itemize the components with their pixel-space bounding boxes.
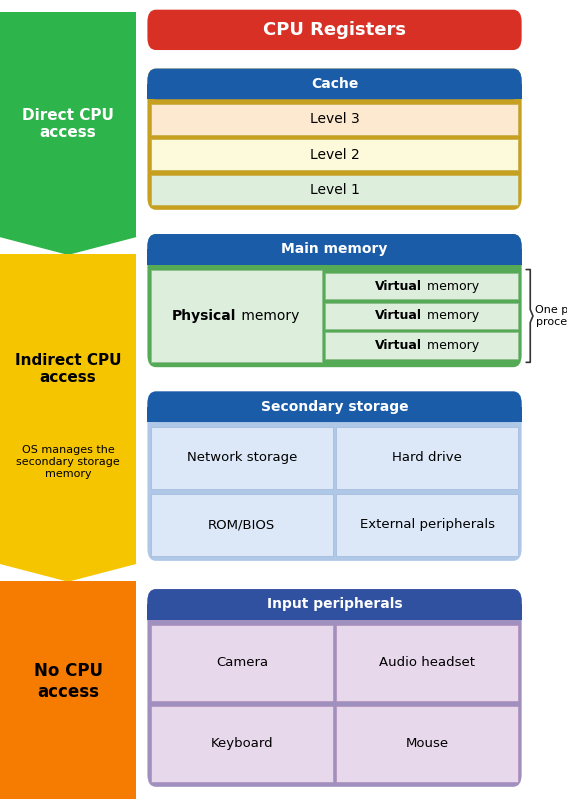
FancyBboxPatch shape <box>336 625 518 700</box>
FancyBboxPatch shape <box>336 705 518 782</box>
Text: External peripherals: External peripherals <box>359 518 495 532</box>
Text: Virtual: Virtual <box>375 309 422 323</box>
FancyBboxPatch shape <box>147 69 522 210</box>
Text: Camera: Camera <box>216 656 268 669</box>
FancyBboxPatch shape <box>0 581 136 799</box>
FancyBboxPatch shape <box>325 273 518 299</box>
FancyBboxPatch shape <box>147 589 522 787</box>
Text: Level 3: Level 3 <box>310 112 359 127</box>
FancyBboxPatch shape <box>151 104 518 135</box>
FancyBboxPatch shape <box>151 427 333 489</box>
Text: No CPU
access: No CPU access <box>33 662 103 700</box>
Text: OS manages the
secondary storage
memory: OS manages the secondary storage memory <box>16 445 120 479</box>
FancyBboxPatch shape <box>0 254 136 563</box>
FancyBboxPatch shape <box>147 84 522 99</box>
Text: Physical: Physical <box>172 309 236 323</box>
Text: One per
process: One per process <box>535 305 567 327</box>
FancyBboxPatch shape <box>147 589 522 620</box>
Text: ROM/BIOS: ROM/BIOS <box>208 518 276 532</box>
FancyBboxPatch shape <box>147 69 522 99</box>
FancyBboxPatch shape <box>336 494 518 556</box>
Text: Indirect CPU
access: Indirect CPU access <box>15 353 121 386</box>
Text: Virtual: Virtual <box>375 339 422 353</box>
FancyBboxPatch shape <box>147 10 522 50</box>
FancyBboxPatch shape <box>147 407 522 422</box>
FancyBboxPatch shape <box>151 494 333 556</box>
Text: memory: memory <box>423 309 479 323</box>
Text: memory: memory <box>423 279 479 293</box>
FancyBboxPatch shape <box>151 625 333 700</box>
Text: Level 1: Level 1 <box>310 182 359 197</box>
Text: Virtual: Virtual <box>375 279 422 293</box>
Text: Cache: Cache <box>311 77 358 91</box>
FancyBboxPatch shape <box>147 604 522 620</box>
FancyBboxPatch shape <box>151 140 518 169</box>
FancyBboxPatch shape <box>325 332 518 359</box>
Text: Keyboard: Keyboard <box>210 738 273 751</box>
Polygon shape <box>0 236 136 254</box>
FancyBboxPatch shape <box>147 391 522 561</box>
Text: Direct CPU
access: Direct CPU access <box>22 108 114 140</box>
Text: Network storage: Network storage <box>187 451 297 465</box>
Text: Level 2: Level 2 <box>310 148 359 161</box>
Text: Mouse: Mouse <box>405 738 449 751</box>
Text: Input peripherals: Input peripherals <box>266 597 403 612</box>
Text: Audio headset: Audio headset <box>379 656 475 669</box>
Text: memory: memory <box>238 309 300 323</box>
FancyBboxPatch shape <box>336 427 518 489</box>
Text: Hard drive: Hard drive <box>392 451 462 465</box>
FancyBboxPatch shape <box>147 234 522 265</box>
Text: CPU Registers: CPU Registers <box>263 21 406 39</box>
FancyBboxPatch shape <box>147 391 522 422</box>
FancyBboxPatch shape <box>151 270 321 362</box>
FancyBboxPatch shape <box>151 174 518 205</box>
FancyBboxPatch shape <box>147 249 522 265</box>
Text: memory: memory <box>423 339 479 353</box>
FancyBboxPatch shape <box>147 234 522 367</box>
Polygon shape <box>0 563 136 581</box>
Text: Secondary storage: Secondary storage <box>261 399 408 414</box>
Text: Main memory: Main memory <box>281 242 388 257</box>
FancyBboxPatch shape <box>0 12 136 236</box>
FancyBboxPatch shape <box>151 705 333 782</box>
FancyBboxPatch shape <box>325 303 518 329</box>
